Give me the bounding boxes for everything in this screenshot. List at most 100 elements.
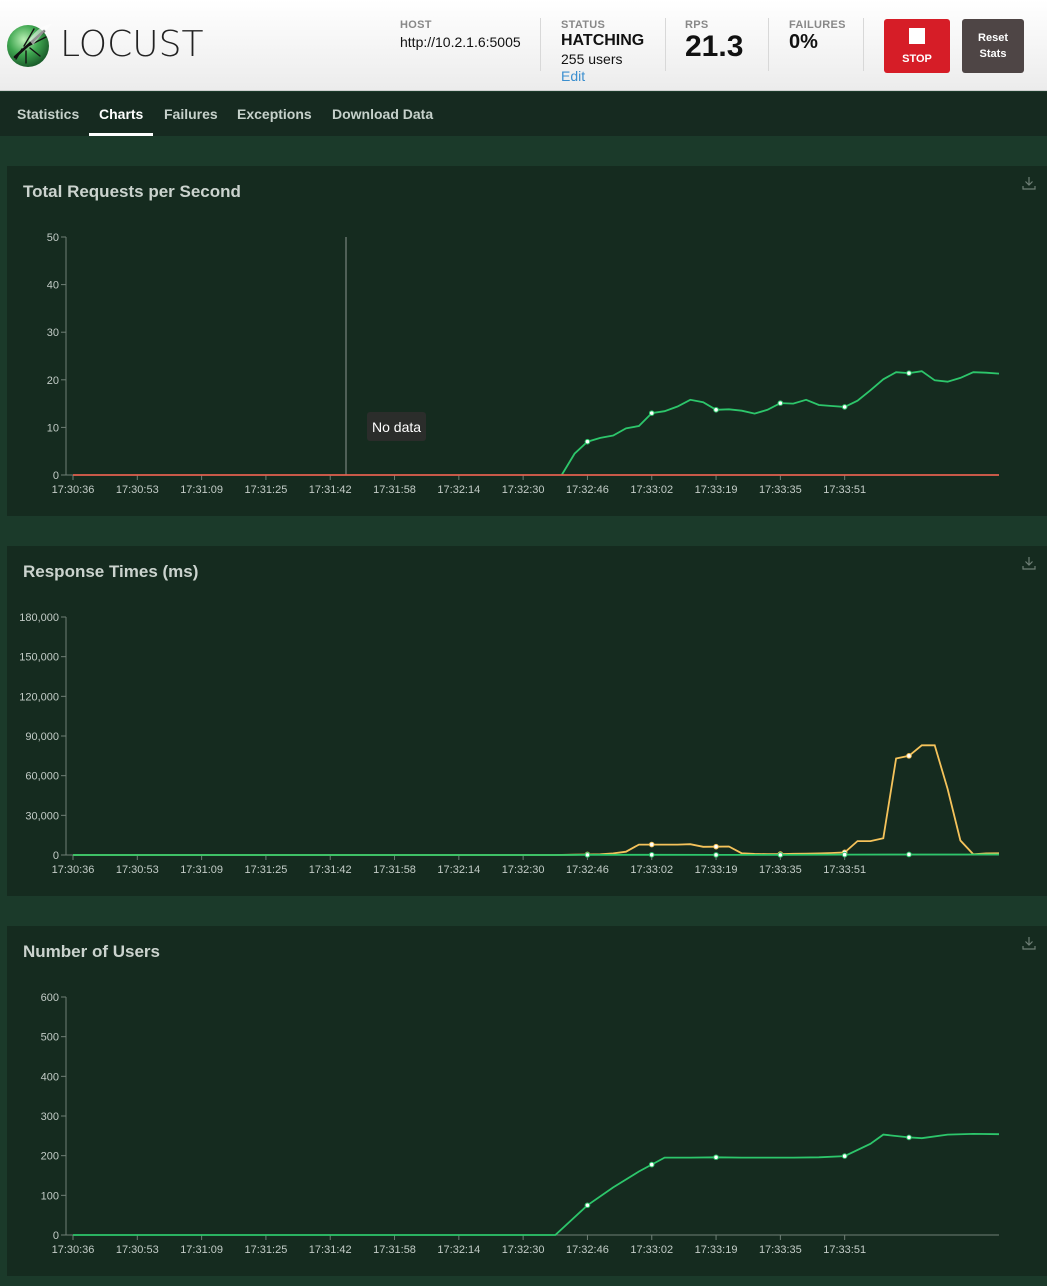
- divider: [768, 18, 769, 71]
- download-icon[interactable]: [1022, 936, 1036, 950]
- download-icon[interactable]: [1022, 176, 1036, 190]
- logo-text: LOCUST: [60, 24, 204, 65]
- x-tick-label: 17:30:36: [52, 1244, 95, 1256]
- y-tick-label: 90,000: [25, 731, 59, 743]
- data-point: [713, 852, 719, 858]
- tab-download-data[interactable]: Download Data: [332, 106, 434, 122]
- series-line-users: [73, 1132, 1000, 1236]
- reset-stats-button[interactable]: Reset Stats: [962, 19, 1024, 73]
- stop-label: STOP: [902, 53, 932, 65]
- x-tick-label: 17:31:09: [180, 484, 223, 496]
- x-tick-label: 17:33:19: [695, 484, 738, 496]
- x-tick-label: 17:32:14: [437, 1244, 480, 1256]
- rps-chart: 0 10 20 30 40 50 17:30:36 17:30:53 17:31:09 17:31…: [47, 232, 1000, 496]
- divider: [863, 18, 864, 71]
- y-tick-label: 180,000: [19, 612, 59, 624]
- x-tick-label: 17:31:42: [309, 484, 352, 496]
- x-tick-label: 17:33:51: [823, 1244, 866, 1256]
- tab-failures[interactable]: Failures: [164, 106, 218, 122]
- tab-statistics[interactable]: Statistics: [17, 106, 80, 122]
- x-tick-label: 17:33:35: [759, 864, 802, 876]
- header-bar: LOCUST HOST http://10.2.1.6:5005 STATUS …: [0, 0, 1047, 91]
- x-tick-label: 17:30:53: [116, 864, 159, 876]
- x-tick-label: 17:33:02: [630, 864, 673, 876]
- x-tick-label: 17:33:51: [823, 864, 866, 876]
- x-tick-label: 17:31:25: [245, 1244, 288, 1256]
- logo[interactable]: LOCUST: [6, 19, 203, 71]
- rps-stat: RPS 21.3: [685, 19, 743, 63]
- x-tick-label: 17:31:25: [245, 484, 288, 496]
- users-chart-panel: Number of Users 0 100 200 300 400 500 600 17:30…: [7, 926, 1047, 1276]
- stop-button[interactable]: STOP: [884, 19, 950, 73]
- users-chart: 0 100 200 300 400 500 600 17:30:36 17:30:53 17:31…: [41, 992, 1000, 1256]
- x-tick-label: 17:31:25: [245, 864, 288, 876]
- y-tick-label: 120,000: [19, 691, 59, 703]
- x-tick-label: 17:33:19: [695, 864, 738, 876]
- x-tick-label: 17:32:46: [566, 864, 609, 876]
- x-tick-label: 17:30:53: [116, 1244, 159, 1256]
- y-tick-label: 20: [47, 375, 59, 387]
- y-tick-label: 200: [41, 1151, 59, 1163]
- x-tick-label: 17:33:51: [823, 484, 866, 496]
- data-point: [841, 1153, 848, 1159]
- chart-title: Total Requests per Second: [23, 182, 241, 201]
- x-tick-label: 17:30:53: [116, 484, 159, 496]
- data-point: [777, 400, 784, 406]
- x-tick-label: 17:32:30: [502, 484, 545, 496]
- data-point: [713, 406, 719, 413]
- failures-value: 0%: [789, 31, 818, 53]
- locust-logo-icon: [7, 24, 52, 67]
- y-tick-label: 30: [47, 327, 59, 339]
- main-nav: Statistics Charts Failures Exceptions Do…: [0, 92, 1047, 136]
- data-point: [841, 404, 848, 410]
- data-point: [648, 841, 655, 848]
- download-icon[interactable]: [1022, 556, 1036, 570]
- status-value: HATCHING: [561, 32, 645, 49]
- response-times-chart-panel: Response Times (ms) 0 30,000 60,000 90,000 1…: [7, 546, 1047, 896]
- failures-stat: FAILURES 0%: [789, 19, 846, 54]
- x-tick-label: 17:31:09: [180, 1244, 223, 1256]
- chart-title: Number of Users: [23, 942, 160, 961]
- host-stat: HOST http://10.2.1.6:5005: [400, 19, 521, 50]
- edit-users-link[interactable]: Edit: [561, 68, 586, 84]
- rps-value: 21.3: [685, 30, 744, 63]
- reset-label-line1: Reset: [978, 32, 1008, 44]
- x-tick-label: 17:30:36: [52, 864, 95, 876]
- response-times-chart: 0 30,000 60,000 90,000 120,000 150,000 180,000…: [19, 612, 1000, 876]
- failures-label: FAILURES: [789, 19, 846, 31]
- tab-charts[interactable]: Charts: [88, 92, 154, 136]
- series-line-rps: [560, 370, 1000, 476]
- data-point: [713, 843, 719, 850]
- x-tick-label: 17:33:19: [695, 1244, 738, 1256]
- x-tick-label: 17:31:58: [373, 1244, 416, 1256]
- y-tick-label: 50: [47, 232, 59, 244]
- y-tick-label: 30,000: [25, 810, 59, 822]
- y-tick-label: 600: [41, 992, 59, 1004]
- data-point: [841, 851, 848, 858]
- stop-icon: [909, 28, 925, 44]
- y-tick-label: 500: [41, 1032, 59, 1044]
- data-point: [906, 753, 912, 759]
- y-tick-label: 40: [47, 280, 59, 292]
- host-label: HOST: [400, 19, 432, 31]
- data-point: [713, 1154, 719, 1161]
- x-tick-label: 17:32:14: [437, 484, 480, 496]
- data-point: [584, 438, 591, 445]
- data-point: [648, 1161, 655, 1168]
- data-point: [906, 851, 912, 858]
- y-tick-label: 400: [41, 1071, 59, 1083]
- x-tick-label: 17:33:02: [630, 1244, 673, 1256]
- x-tick-label: 17:31:58: [373, 484, 416, 496]
- y-tick-label: 0: [53, 850, 59, 862]
- user-count: 255 users: [561, 51, 623, 67]
- x-tick-label: 17:31:42: [309, 864, 352, 876]
- series-line-median: [73, 853, 999, 856]
- y-tick-label: 100: [41, 1190, 59, 1202]
- x-tick-label: 17:32:14: [437, 864, 480, 876]
- tab-exceptions[interactable]: Exceptions: [237, 106, 312, 122]
- rps-label: RPS: [685, 19, 709, 31]
- status-label: STATUS: [561, 19, 606, 31]
- y-tick-label: 0: [53, 470, 59, 482]
- x-tick-label: 17:33:02: [630, 484, 673, 496]
- divider: [540, 18, 541, 71]
